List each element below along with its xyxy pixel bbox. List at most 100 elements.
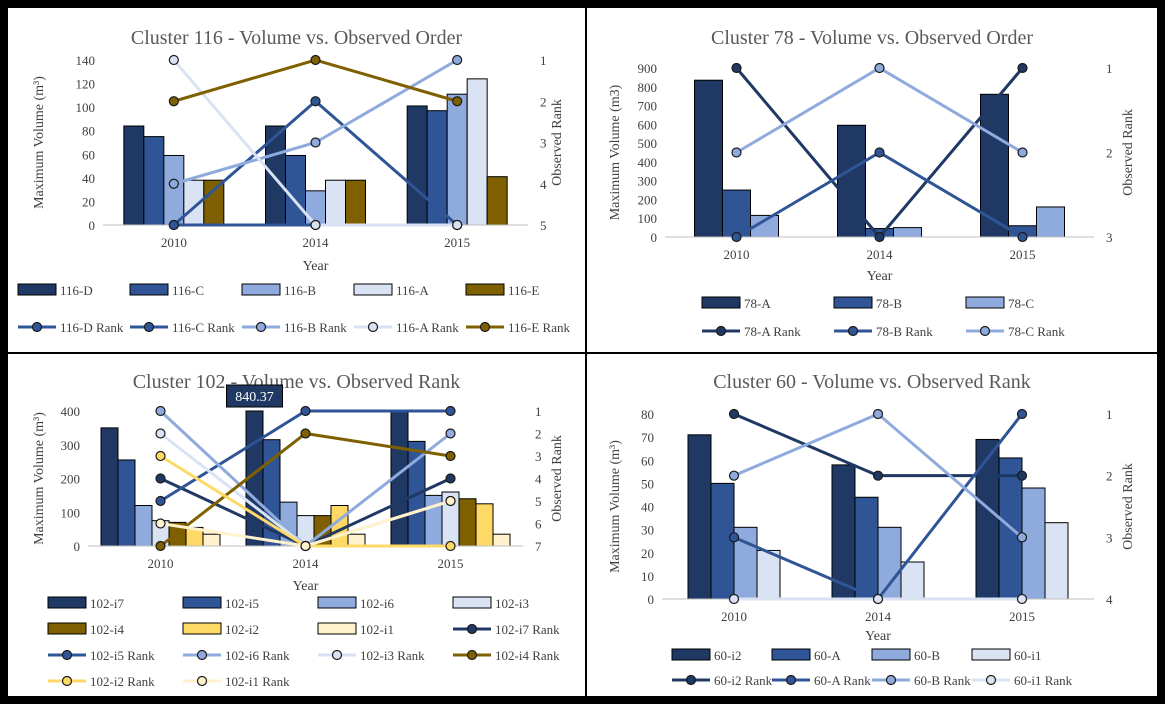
bar <box>1036 206 1065 238</box>
y-axis-label: Maximum Volume (m3) <box>608 84 623 220</box>
chart-title: Cluster 102 - Volume vs. Observed Rank <box>133 371 461 393</box>
legend-label: 102-i2 Rank <box>90 674 155 689</box>
legend-marker <box>785 674 797 686</box>
legend-swatch <box>353 283 393 296</box>
y-tick-label: 60 <box>641 453 654 468</box>
y-axis-label: Maximum Volume (m³) <box>32 76 47 209</box>
bar <box>756 549 781 600</box>
y2-tick-label: 7 <box>535 539 542 554</box>
bar <box>492 533 511 547</box>
x-tick-label: 2015 <box>438 556 464 571</box>
legend-marker <box>885 674 897 686</box>
legend-marker <box>196 649 208 661</box>
bar <box>1021 487 1046 600</box>
y-tick-label: 0 <box>648 592 655 607</box>
y-tick-label: 30 <box>641 523 654 538</box>
legend-swatch <box>971 648 1011 661</box>
legend-marker <box>331 649 343 661</box>
bar <box>837 124 866 238</box>
legend-marker <box>466 649 478 661</box>
y2-tick-label: 2 <box>540 94 547 109</box>
y2-tick-label: 2 <box>1106 469 1113 484</box>
y-tick-label: 20 <box>641 546 654 561</box>
x-tick-label: 2010 <box>161 235 187 250</box>
y2-tick-label: 3 <box>1106 230 1113 245</box>
chart-panel-cluster-102: Cluster 102 - Volume vs. Observed Rank 0 1… <box>8 354 585 696</box>
x-tick-label: 2010 <box>721 609 747 624</box>
chart-title: Cluster 116 - Volume vs. Observed Order <box>131 27 463 49</box>
x-tick-label: 2015 <box>444 235 470 250</box>
chart-panel-cluster-60: Cluster 60 - Volume vs. Observed Rank 0 10… <box>587 354 1157 696</box>
legend-label: 60-A Rank <box>814 673 871 688</box>
legend-marker <box>196 675 208 687</box>
legend-label: 60-B <box>914 648 940 663</box>
rank-marker <box>168 219 179 231</box>
legend-label: 60-B Rank <box>914 673 971 688</box>
rank-marker <box>310 54 321 66</box>
y2-tick-label: 3 <box>1106 530 1113 545</box>
rank-marker <box>731 147 742 158</box>
rank-marker <box>874 147 885 158</box>
legend-marker <box>715 325 727 337</box>
legend-label: 60-i1 <box>1014 648 1041 663</box>
bar <box>305 190 326 226</box>
legend-label: 102-i7 <box>90 596 124 611</box>
bar <box>900 561 925 600</box>
y-tick-label: 100 <box>638 211 658 226</box>
legend-swatch <box>182 622 222 635</box>
rank-marker <box>310 96 321 107</box>
legend-marker <box>979 325 991 337</box>
bar <box>446 93 468 226</box>
y-tick-label: 500 <box>638 136 658 151</box>
bar <box>694 79 723 238</box>
y-tick-label: 700 <box>638 99 658 114</box>
y-tick-label: 80 <box>641 407 654 422</box>
legend-label: 116-B <box>284 283 316 298</box>
rank-marker <box>1016 532 1028 543</box>
rank-marker <box>1016 470 1028 481</box>
y-tick-label: 100 <box>76 100 96 115</box>
y-tick-label: 100 <box>61 505 81 520</box>
x-tick-label: 2015 <box>1009 609 1035 624</box>
y2-tick-label: 4 <box>540 177 547 192</box>
legend-label: 116-B Rank <box>284 320 347 335</box>
legend-marker <box>143 321 155 333</box>
legend-label: 116-A Rank <box>396 320 459 335</box>
legend-label: 78-C Rank <box>1008 324 1065 339</box>
data-label: 840.37 <box>235 390 274 405</box>
legend-swatch <box>47 596 87 609</box>
rank-marker <box>1017 231 1028 243</box>
legend-label: 102-i4 Rank <box>495 648 560 663</box>
legend-label: 78-B Rank <box>876 324 933 339</box>
x-axis-label: Year <box>303 259 329 274</box>
y-tick-label: 10 <box>641 569 654 584</box>
legend-label: 102-i4 <box>90 622 124 637</box>
legend-label: 102-i3 <box>495 596 529 611</box>
rank-marker <box>445 473 456 484</box>
y-tick-label: 50 <box>641 476 654 491</box>
rank-marker <box>1017 62 1028 74</box>
rank-marker <box>310 137 321 148</box>
bar <box>163 154 185 226</box>
legend-swatch <box>17 283 57 296</box>
bar <box>710 482 735 600</box>
rank-marker <box>155 495 166 507</box>
chart-title: Cluster 60 - Volume vs. Observed Rank <box>713 371 1031 393</box>
y2-axis-label: Observed Rank <box>1121 463 1136 550</box>
legend-label: 102-i5 <box>225 596 259 611</box>
rank-marker <box>1016 593 1028 605</box>
y-tick-label: 900 <box>638 61 658 76</box>
rank-marker <box>168 54 179 66</box>
chart-svg-102: Cluster 102 - Volume vs. Observed Rank 0 1… <box>32 371 565 689</box>
legend-label: 116-E Rank <box>508 320 570 335</box>
rank-marker <box>731 231 742 243</box>
x-tick-label: 2010 <box>724 247 750 262</box>
bar <box>406 105 428 226</box>
y-axis-label: Maximum Volume (m³) <box>32 412 47 545</box>
legend-marker <box>255 321 267 333</box>
legend-label: 116-C <box>172 283 204 298</box>
legend-marker <box>985 674 997 686</box>
legend-label: 116-D <box>60 283 93 298</box>
y2-tick-label: 3 <box>540 136 547 151</box>
y-axis-label: Maximum Volume (m³) <box>608 440 623 573</box>
